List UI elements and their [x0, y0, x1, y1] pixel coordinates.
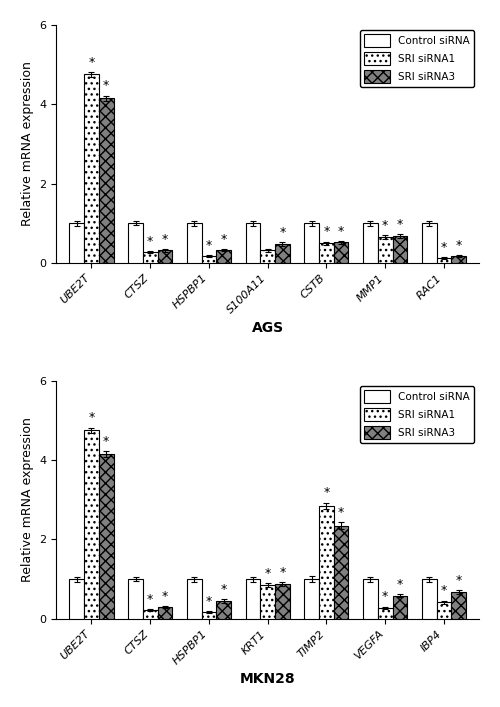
Text: *: * [220, 583, 227, 596]
Bar [99, 98, 114, 263]
Bar [187, 579, 202, 619]
Bar [143, 610, 158, 619]
Bar [319, 506, 334, 619]
Text: *: * [396, 218, 403, 231]
Bar [128, 579, 143, 619]
Text: *: * [147, 593, 154, 606]
Text: *: * [456, 573, 462, 587]
Bar [70, 579, 84, 619]
Text: *: * [162, 233, 168, 246]
Bar [246, 579, 260, 619]
Bar [275, 584, 289, 619]
Bar [99, 454, 114, 619]
Bar [128, 223, 143, 263]
Text: *: * [441, 241, 447, 255]
Text: *: * [103, 436, 110, 448]
Text: *: * [103, 79, 110, 93]
Bar [187, 223, 202, 263]
Bar [260, 250, 275, 263]
X-axis label: AGS: AGS [252, 321, 284, 335]
Bar [246, 223, 260, 263]
Bar [378, 238, 392, 263]
Text: *: * [396, 578, 403, 591]
Bar [202, 256, 216, 263]
Text: *: * [280, 566, 285, 579]
Text: *: * [324, 226, 330, 238]
Bar [158, 607, 172, 619]
Bar [452, 256, 466, 263]
Text: *: * [206, 595, 212, 608]
Bar [392, 596, 407, 619]
Text: *: * [324, 486, 330, 499]
Bar [363, 579, 378, 619]
Bar [378, 608, 392, 619]
Bar [275, 244, 289, 263]
Bar [334, 525, 348, 619]
Bar [202, 612, 216, 619]
Text: *: * [220, 233, 227, 245]
Bar [216, 250, 231, 263]
Bar [422, 223, 436, 263]
Bar [319, 243, 334, 263]
Text: *: * [88, 411, 94, 424]
Text: *: * [338, 506, 344, 519]
Text: *: * [264, 567, 271, 580]
Bar [84, 431, 99, 619]
Bar [436, 258, 452, 263]
X-axis label: MKN28: MKN28 [240, 672, 296, 686]
Bar [216, 601, 231, 619]
Legend: Control siRNA, SRI siRNA1, SRI siRNA3: Control siRNA, SRI siRNA1, SRI siRNA3 [360, 30, 474, 87]
Bar [304, 223, 319, 263]
Text: *: * [441, 585, 447, 597]
Text: *: * [382, 590, 388, 603]
Bar [422, 579, 436, 619]
Text: *: * [162, 590, 168, 602]
Text: *: * [206, 239, 212, 252]
Text: *: * [88, 56, 94, 69]
Bar [452, 592, 466, 619]
Bar [158, 250, 172, 263]
Bar [436, 602, 452, 619]
Bar [70, 223, 84, 263]
Bar [363, 223, 378, 263]
Y-axis label: Relative mRNA expression: Relative mRNA expression [21, 62, 34, 226]
Y-axis label: Relative mRNA expression: Relative mRNA expression [21, 417, 34, 583]
Legend: Control siRNA, SRI siRNA1, SRI siRNA3: Control siRNA, SRI siRNA1, SRI siRNA3 [360, 386, 474, 443]
Text: *: * [147, 235, 154, 247]
Bar [143, 252, 158, 263]
Text: *: * [280, 226, 285, 239]
Text: *: * [338, 225, 344, 238]
Text: *: * [456, 239, 462, 252]
Bar [260, 585, 275, 619]
Bar [84, 74, 99, 263]
Bar [304, 579, 319, 619]
Text: *: * [382, 219, 388, 232]
Bar [334, 243, 348, 263]
Bar [392, 236, 407, 263]
